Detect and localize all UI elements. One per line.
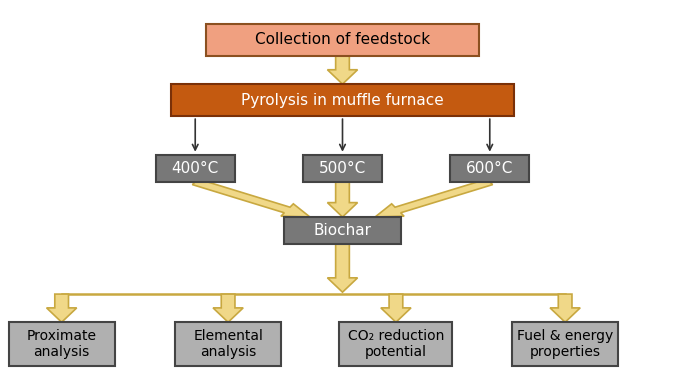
FancyBboxPatch shape: [155, 155, 234, 182]
FancyArrow shape: [381, 294, 411, 322]
Text: CO₂ reduction
potential: CO₂ reduction potential: [348, 329, 444, 359]
Text: Biochar: Biochar: [314, 223, 371, 238]
FancyBboxPatch shape: [206, 23, 480, 56]
FancyBboxPatch shape: [512, 322, 618, 366]
Text: Collection of feedstock: Collection of feedstock: [255, 32, 430, 47]
FancyArrow shape: [327, 56, 358, 84]
FancyArrow shape: [327, 244, 358, 292]
FancyBboxPatch shape: [8, 322, 114, 366]
Text: 500°C: 500°C: [319, 161, 366, 176]
FancyBboxPatch shape: [175, 322, 281, 366]
Text: 400°C: 400°C: [172, 161, 219, 176]
FancyArrow shape: [213, 294, 243, 322]
FancyArrow shape: [375, 179, 493, 217]
FancyArrow shape: [550, 294, 580, 322]
FancyBboxPatch shape: [284, 217, 401, 244]
FancyBboxPatch shape: [171, 84, 514, 116]
Text: Proximate
analysis: Proximate analysis: [27, 329, 97, 359]
FancyBboxPatch shape: [339, 322, 452, 366]
Text: Fuel & energy
properties: Fuel & energy properties: [517, 329, 613, 359]
FancyArrow shape: [192, 179, 310, 217]
FancyArrow shape: [47, 294, 77, 322]
Text: Elemental
analysis: Elemental analysis: [193, 329, 263, 359]
Text: Pyrolysis in muffle furnace: Pyrolysis in muffle furnace: [241, 93, 444, 108]
FancyArrow shape: [327, 182, 358, 217]
FancyBboxPatch shape: [303, 155, 382, 182]
Text: 600°C: 600°C: [466, 161, 514, 176]
FancyBboxPatch shape: [451, 155, 529, 182]
